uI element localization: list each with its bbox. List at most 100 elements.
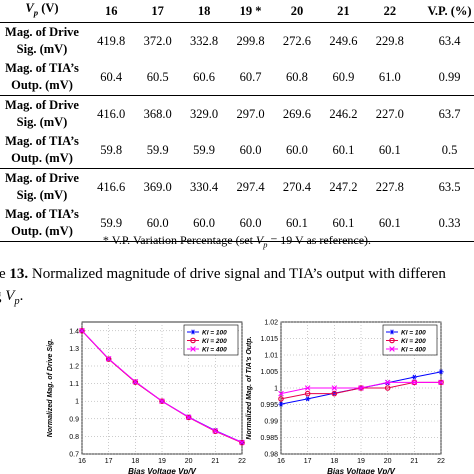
data-point: [212, 428, 219, 435]
table-cell: 249.6: [329, 33, 358, 48]
row-label: Mag. of TIA’s Outp. (mV): [0, 59, 88, 96]
y-tick-label: 0.7: [69, 452, 79, 459]
table-cell: 60.0: [227, 205, 274, 242]
data-point: [384, 379, 391, 386]
table-cell: 0.5: [413, 132, 474, 169]
table-cell: 63.4: [438, 33, 461, 48]
header-cell: Vp (V): [0, 0, 88, 23]
chart-tia-output: 16 17 18 19 20 21 22 0.98 0.985 0.99 0.995 1 1.005 1.…: [246, 320, 445, 474]
table-cell: 0.99: [413, 59, 474, 96]
table-cell: 330.4: [180, 168, 228, 205]
data-point: [79, 327, 85, 334]
table-cell: 63.5: [413, 168, 474, 205]
x-tick-label: 19: [357, 458, 365, 465]
series: [79, 327, 245, 446]
y-tick-label: 1.01: [264, 353, 278, 360]
data-point: [389, 329, 395, 335]
data-point: [105, 355, 112, 362]
table-cell: 416.6: [88, 168, 135, 205]
data-point: [389, 346, 395, 352]
table-cell: 60.5: [134, 59, 181, 96]
data-point: [331, 385, 338, 391]
legend-label: Kl = 200: [202, 338, 227, 345]
data-point: [79, 327, 85, 334]
table-row: Mag. of TIA’s Outp. (mV) 60.4 60.5 60.6 60.7 6…: [0, 59, 474, 96]
data-point: [278, 401, 284, 407]
caption-figure-number: 13.: [9, 266, 29, 282]
legend-label: Kl = 100: [202, 330, 227, 337]
data-point: [278, 396, 284, 402]
data-point: [305, 396, 311, 402]
table-cell: 60.8: [273, 59, 321, 96]
table-row: Mag. of Drive Sig. (mV) 416.6 369.0 330.4 297…: [0, 168, 474, 205]
table-cell: 60.9: [320, 59, 367, 96]
row-label: Mag. of Drive Sig. (mV): [5, 25, 79, 56]
y-tick-label: 0.995: [260, 402, 278, 409]
header-cell: V.P. (%): [413, 0, 474, 23]
table-cell: 60.1: [320, 205, 367, 242]
table-cell: 61.0: [366, 59, 414, 96]
results-table: Vp (V) 16 17 18 19 * 20 21 22 V.P. (%) Mag. of Dr…: [0, 0, 474, 242]
y-tick-label: 0.98: [264, 452, 278, 459]
table-cell: 60.1: [320, 132, 367, 169]
row-label: Mag. of TIA’s Outp. (mV): [0, 132, 88, 169]
y-tick-label: 0.99: [264, 419, 278, 426]
data-point: [190, 337, 196, 344]
table-cell: 269.6: [273, 95, 321, 132]
table-cell: 59.8: [88, 132, 135, 169]
legend-label: Kl = 200: [401, 338, 426, 345]
x-axis-label: Bias Voltage Vp/V: [327, 467, 395, 474]
data-point: [105, 356, 112, 362]
table-cell: 270.4: [273, 168, 321, 205]
table-cell: 59.9: [88, 205, 135, 242]
data-point: [159, 398, 165, 405]
table-row: Mag. of TIA’s Outp. (mV) 59.9 60.0 60.0 60.0 6…: [0, 205, 474, 242]
legend-label: Kl = 400: [401, 347, 426, 354]
x-axis-label: Bias Voltage Vp/V: [128, 467, 196, 474]
table-cell: 59.9: [134, 132, 181, 169]
table-cell: 419.8: [97, 33, 126, 48]
figure-caption: re 13. Normalized magnitude of drive sig…: [0, 263, 446, 313]
x-tick-label: 17: [105, 458, 113, 465]
caption-prefix: re: [0, 266, 6, 282]
x-tick-label: 20: [384, 458, 392, 465]
y-tick-label: 1.3: [69, 346, 79, 353]
table-cell: 299.8: [236, 33, 265, 48]
table-row: Mag. of Drive Sig. (mV) 416.0 368.0 329.0 297…: [0, 95, 474, 132]
table-cell: 60.0: [273, 132, 321, 169]
x-tick-label: 18: [131, 458, 139, 465]
data-point: [212, 428, 219, 434]
table-cell: 60.0: [134, 205, 181, 242]
series: [278, 379, 444, 397]
y-tick-label: 1.1: [69, 381, 79, 388]
x-tick-label: 16: [277, 458, 285, 465]
data-point: [411, 379, 418, 386]
table-cell: 246.2: [320, 95, 367, 132]
data-point: [239, 439, 245, 446]
table-cell: 0.33: [413, 205, 474, 242]
data-point: [438, 379, 444, 386]
table-row: Mag. of Drive Sig. (mV) 419.8 372.0 332.8 299…: [0, 23, 474, 60]
data-point: [190, 346, 196, 352]
row-label: Mag. of TIA’s Outp. (mV): [0, 205, 88, 242]
table-cell: 227.8: [366, 168, 414, 205]
legend-label: Kl = 400: [202, 347, 227, 354]
data-point: [185, 414, 192, 421]
header-cell: 16: [88, 0, 135, 23]
x-tick-label: 22: [437, 458, 445, 465]
header-cell: 20: [273, 0, 321, 23]
data-point: [331, 390, 338, 397]
y-tick-label: 1.2: [69, 364, 79, 371]
chart-drive-signal: 16 17 18 19 20 21 22 0.7 0.8 0.9 1 1.1 1.2 1.3 1.4 Bias…: [47, 321, 246, 474]
y-tick-label: 0.9: [69, 416, 79, 423]
table-cell: 60.1: [366, 132, 414, 169]
data-point: [132, 378, 139, 385]
data-point: [278, 390, 284, 397]
header-cell: 21: [320, 0, 367, 23]
x-tick-label: 19: [158, 458, 166, 465]
table-cell: 229.8: [375, 33, 404, 48]
header-cell: 22: [366, 0, 414, 23]
y-tick-label: 1: [75, 399, 79, 406]
